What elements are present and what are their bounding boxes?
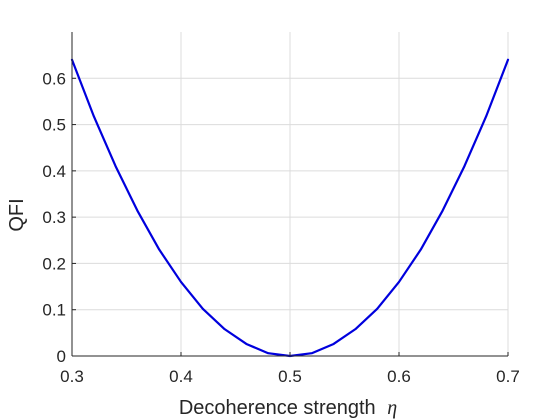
data-point-0-12 — [332, 343, 335, 345]
data-point-0-14 — [376, 307, 379, 310]
x-tick-label-0: 0.3 — [60, 367, 84, 386]
data-point-0-15 — [398, 281, 400, 283]
data-point-0-19 — [485, 115, 488, 118]
data-point-0-16 — [419, 248, 422, 251]
y-tick-label-5: 0.5 — [42, 116, 66, 135]
data-point-0-1 — [92, 115, 95, 118]
y-tick-label-0: 0 — [57, 347, 66, 366]
x-axis-label: Decoherence strength η — [179, 397, 397, 419]
data-point-0-7 — [223, 328, 226, 331]
x-tick-label-3: 0.6 — [387, 367, 411, 386]
x-axis-label-symbol: η — [387, 397, 397, 419]
data-point-0-4 — [158, 248, 161, 251]
x-tick-label-2: 0.5 — [278, 367, 302, 386]
grid — [71, 32, 509, 357]
tick-labels: 0.3 0.4 0.5 0.6 0.7 0 0.1 0.2 0.3 0.4 0.5 0.6 — [42, 69, 519, 386]
data-point-0-13 — [354, 328, 357, 331]
data-point-0-11 — [310, 352, 313, 355]
data-point-0-18 — [463, 165, 466, 168]
data-point-0-6 — [201, 307, 204, 310]
y-tick-label-1: 0.1 — [42, 301, 66, 320]
data-point-0-5 — [180, 281, 182, 283]
y-tick-label-6: 0.6 — [42, 69, 66, 88]
y-axis-label: QFI — [6, 198, 28, 231]
axes — [71, 32, 509, 357]
data-point-0-20 — [507, 58, 509, 61]
x-tick-label-4: 0.7 — [496, 367, 520, 386]
data-point-0-9 — [267, 352, 270, 355]
data-point-0-17 — [441, 209, 444, 212]
x-tick-label-1: 0.4 — [169, 367, 193, 386]
data-point-0-3 — [136, 209, 139, 212]
y-tick-label-2: 0.2 — [42, 254, 66, 273]
y-tick-label-4: 0.4 — [42, 162, 66, 181]
x-axis-label-text: Decoherence strength — [179, 397, 376, 419]
data-point-0-2 — [114, 165, 117, 168]
y-tick-label-3: 0.3 — [42, 208, 66, 227]
data-point-0-8 — [245, 343, 248, 345]
